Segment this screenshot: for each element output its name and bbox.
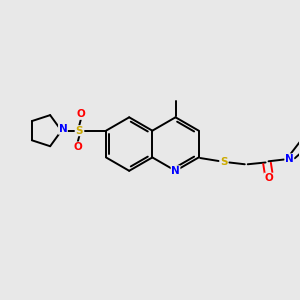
Text: N: N <box>171 166 180 176</box>
Text: O: O <box>76 109 85 119</box>
Text: O: O <box>74 142 82 152</box>
Text: O: O <box>264 173 273 183</box>
Text: S: S <box>220 157 228 167</box>
Text: N: N <box>58 124 67 134</box>
Text: N: N <box>285 154 294 164</box>
Text: S: S <box>76 126 83 136</box>
